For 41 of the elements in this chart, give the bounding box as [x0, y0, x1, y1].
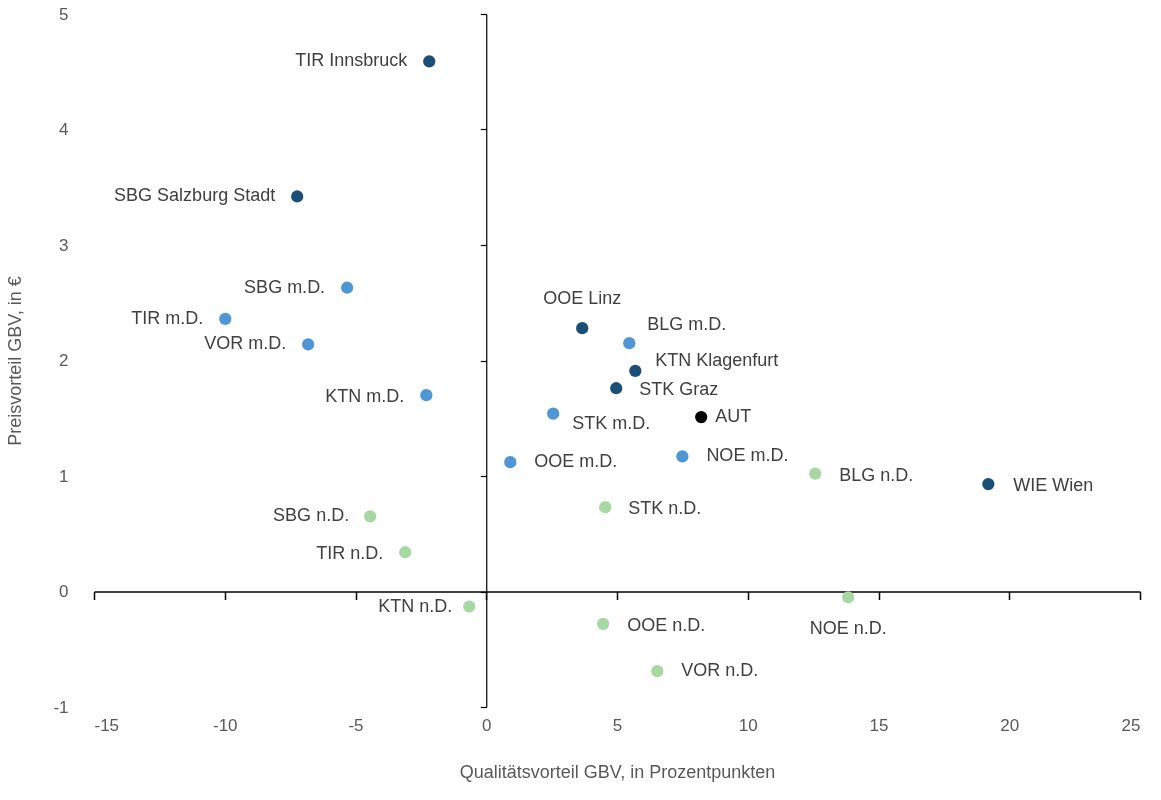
x-tick-label: 20 — [1000, 715, 1020, 735]
y-tick-label: 0 — [59, 582, 69, 601]
x-tick-label: 5 — [612, 715, 623, 735]
annotation: OOE Linz — [543, 288, 622, 309]
annotation: NOE m.D. — [706, 445, 789, 466]
annotation: SBG m.D. — [244, 276, 326, 297]
annotation: SBG n.D. — [273, 505, 350, 526]
y-tick-label: 1 — [59, 466, 69, 486]
annotation: TIR n.D. — [316, 543, 384, 564]
annotation: VOR m.D. — [204, 333, 287, 354]
y-tick-label: 3 — [59, 235, 69, 255]
annotation: OOE n.D. — [627, 614, 706, 635]
x-tick-label: 25 — [1121, 715, 1141, 735]
x-tick-label: 15 — [869, 715, 889, 735]
annotation: TIR m.D. — [131, 307, 204, 328]
y-tick-label: 5 — [59, 4, 69, 24]
x-tick-label: -15 — [94, 715, 120, 735]
annotation: OOE m.D. — [534, 451, 618, 472]
x-tick-label: -10 — [212, 715, 238, 735]
x-tick-label: -5 — [348, 715, 364, 735]
x-tick-label: 10 — [738, 715, 758, 735]
y-tick-label: 2 — [59, 351, 69, 370]
annotation: AUT — [715, 406, 752, 427]
annotation: BLG n.D. — [839, 464, 914, 485]
x-tick-label: 0 — [482, 715, 492, 735]
annotation: BLG m.D. — [647, 314, 727, 335]
annotation: STK m.D. — [572, 412, 651, 433]
annotation: SBG Salzburg Stadt — [114, 185, 276, 206]
annotation: KTN m.D. — [325, 386, 405, 407]
y-tick-label: -1 — [53, 697, 69, 717]
x-axis-title: Qualitätsvorteil GBV, in Prozentpunkten — [459, 761, 776, 782]
y-axis-title: Preisvorteil GBV, in € — [4, 276, 25, 446]
annotation: NOE n.D. — [809, 618, 887, 639]
annotation: STK n.D. — [628, 498, 702, 519]
annotation: KTN n.D. — [378, 595, 453, 616]
annotation: VOR n.D. — [681, 660, 759, 681]
annotation: TIR Innsbruck — [295, 50, 409, 71]
annotation: KTN Klagenfurt — [655, 349, 779, 370]
annotation: STK Graz — [639, 379, 719, 400]
y-tick-label: 4 — [59, 120, 69, 139]
annotation: WIE Wien — [1013, 475, 1094, 496]
